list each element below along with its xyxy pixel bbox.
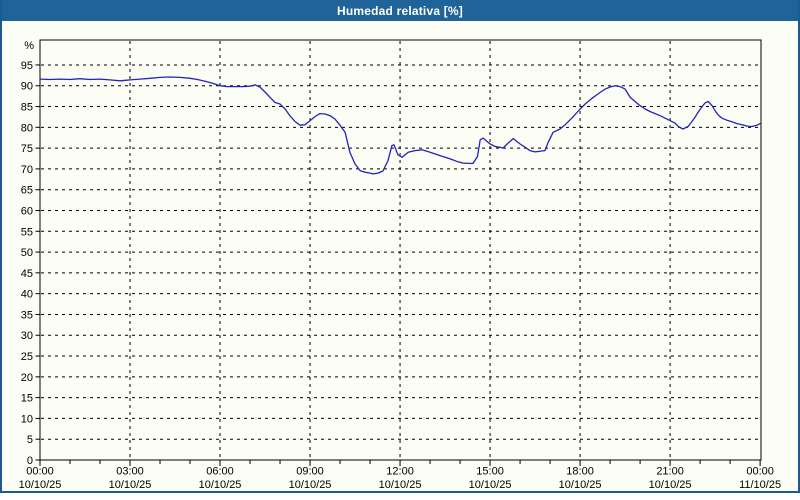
y-axis-unit-label: % [24, 40, 34, 52]
y-tick-label: 30 [21, 330, 33, 342]
x-tick-date: 10/10/25 [559, 479, 602, 491]
x-tick-time: 03:00 [116, 466, 144, 478]
y-tick-label: 65 [21, 185, 33, 197]
y-tick-label: 80 [21, 122, 33, 134]
y-tick-label: 75 [21, 143, 33, 155]
x-tick-date: 10/10/25 [199, 479, 242, 491]
y-tick-label: 25 [21, 351, 33, 363]
y-tick-label: 45 [21, 268, 33, 280]
x-tick-time: 09:00 [296, 466, 324, 478]
grid-lines [41, 41, 760, 459]
y-tick-label: 95 [21, 60, 33, 72]
axis-labels: 0 5 10 15 20 25 30 35 40 45 50 55 60 65 70 75 80 85 90 95 00… [19, 40, 782, 491]
x-tick-time: 06:00 [206, 466, 234, 478]
x-tick-date: 10/10/25 [289, 479, 332, 491]
x-tick-time: 21:00 [656, 466, 684, 478]
x-tick-date: 10/10/25 [379, 479, 422, 491]
x-tick-date: 10/10/25 [19, 479, 62, 491]
title-bar: Humedad relativa [%] [0, 0, 800, 21]
y-tick-label: 55 [21, 226, 33, 238]
y-tick-label: 40 [21, 289, 33, 301]
y-tick-label: 10 [21, 413, 33, 425]
chart-title: Humedad relativa [%] [336, 3, 464, 18]
x-tick-date: 11/10/25 [739, 479, 781, 491]
x-tick-time: 00:00 [746, 466, 774, 478]
x-tick-date: 10/10/25 [649, 479, 692, 491]
x-tick-date: 10/10/25 [109, 479, 152, 491]
y-tick-label: 85 [21, 102, 33, 114]
x-tick-time: 18:00 [566, 466, 594, 478]
x-tick-time: 12:00 [386, 466, 414, 478]
x-tick-time: 00:00 [26, 466, 54, 478]
axes [35, 39, 762, 466]
y-tick-label: 90 [21, 81, 33, 93]
x-tick-date: 10/10/25 [469, 479, 512, 491]
y-tick-label: 70 [21, 164, 33, 176]
series-group [39, 76, 761, 175]
x-tick-time: 15:00 [476, 466, 504, 478]
plot-border [39, 39, 762, 461]
y-tick-label: 50 [21, 247, 33, 259]
y-tick-label: 60 [21, 205, 33, 217]
y-tick-label: 20 [21, 372, 33, 384]
y-tick-label: 5 [27, 434, 33, 446]
y-tick-label: 15 [21, 393, 33, 405]
y-tick-label: 35 [21, 309, 33, 321]
humidity-series-line [39, 76, 761, 175]
y-tick-label: 0 [27, 455, 33, 467]
